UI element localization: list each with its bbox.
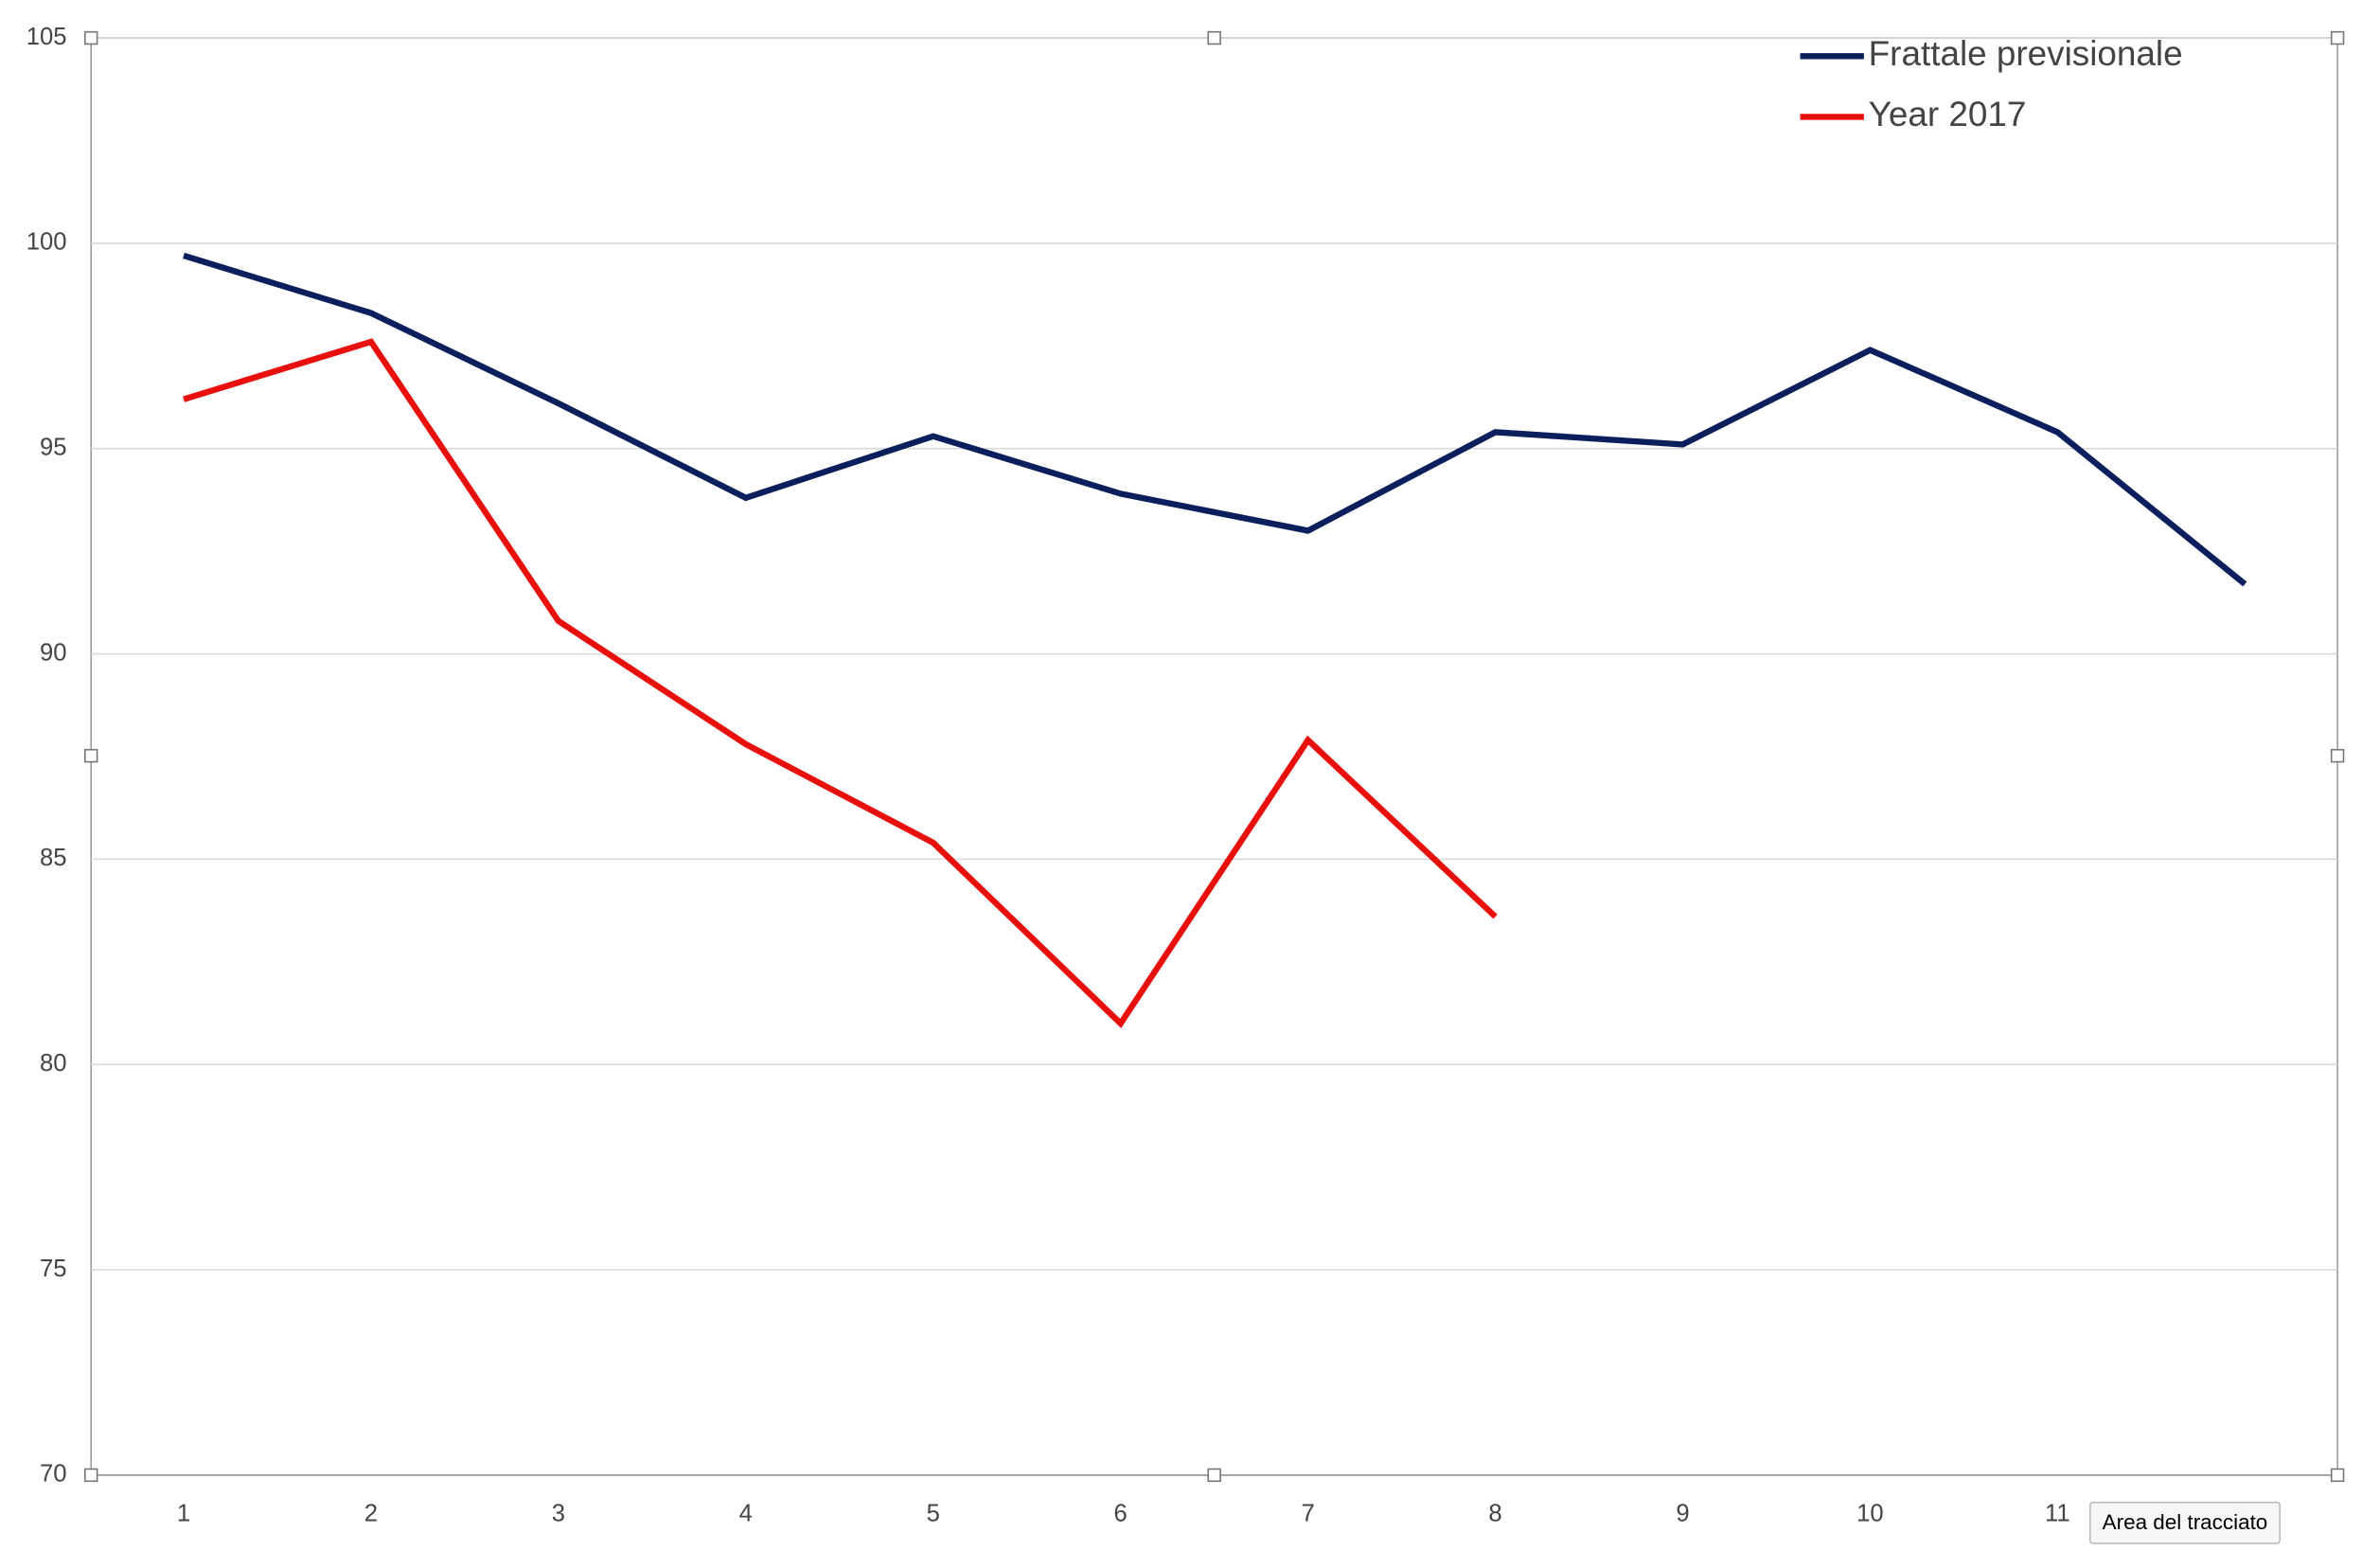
y-tick-label: 95: [40, 434, 67, 460]
y-tick-label: 70: [40, 1461, 67, 1488]
y-tick-label: 80: [40, 1050, 67, 1077]
tooltip-text: Area del tracciato: [2103, 1510, 2268, 1534]
series-line: [183, 338, 1498, 1028]
tooltip-box: [2088, 1501, 2281, 1544]
selection-handle: [2330, 1468, 2345, 1483]
x-tick-label: 10: [1856, 1500, 1884, 1526]
x-tick-label: 1: [177, 1500, 190, 1526]
x-tick-label: 6: [1114, 1500, 1128, 1526]
selection-handles: [83, 30, 2345, 1483]
y-tick-label: 100: [27, 229, 67, 256]
x-tick-label: 11: [2045, 1500, 2070, 1526]
selection-handle: [83, 30, 98, 45]
x-tick-label: 3: [552, 1500, 565, 1526]
x-tick-label: 7: [1301, 1500, 1314, 1526]
selection-handle: [2330, 30, 2345, 45]
plot-area-frame[interactable]: [90, 37, 2338, 1476]
x-tick-label: 5: [927, 1500, 940, 1526]
series-line: [183, 252, 2247, 587]
x-tick-label: 4: [739, 1500, 753, 1526]
x-tick-label: 8: [1488, 1500, 1501, 1526]
x-tick-label: 2: [364, 1500, 378, 1526]
y-tick-label: 105: [27, 24, 67, 50]
selection-handle: [83, 1468, 98, 1483]
y-tick-label: 75: [40, 1256, 67, 1282]
y-tick-label: 85: [40, 845, 67, 871]
selection-handle: [2330, 748, 2345, 763]
legend-label: Frattale previsionale: [1869, 34, 2183, 73]
x-tick-label: 9: [1676, 1500, 1689, 1526]
selection-handle: [83, 748, 98, 763]
legend-label: Year 2017: [1869, 95, 2027, 134]
selection-handle: [1207, 1468, 1221, 1483]
y-tick-label: 90: [40, 639, 67, 666]
selection-handle: [1207, 30, 1221, 45]
